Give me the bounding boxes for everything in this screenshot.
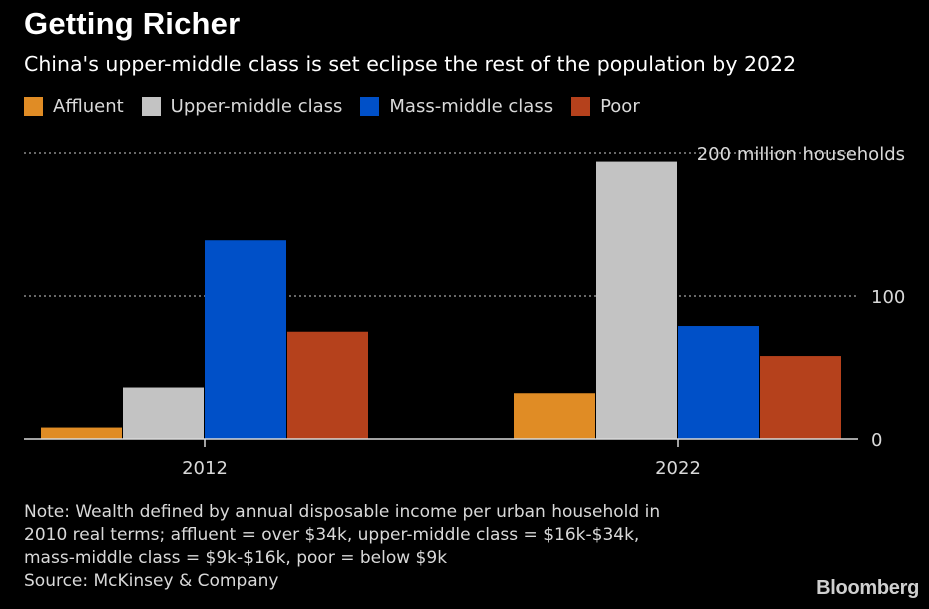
y-tick-label-200: 200 million households	[697, 144, 905, 165]
legend-item-poor: Poor	[571, 96, 640, 117]
legend: Affluent Upper-middle class Mass-middle …	[24, 96, 658, 117]
legend-item-mass-middle: Mass-middle class	[360, 96, 553, 117]
bar-2012-0	[41, 427, 122, 439]
x-tick-label-2022: 2022	[655, 458, 701, 479]
y-tick-label-100: 100	[871, 287, 905, 308]
bar-2012-3	[287, 331, 368, 439]
bar-2022-1	[596, 161, 677, 439]
x-tick-label-2012: 2012	[182, 458, 228, 479]
legend-label-poor: Poor	[600, 96, 640, 117]
legend-label-affluent: Affluent	[53, 96, 124, 117]
chart-title: Getting Richer	[24, 6, 241, 41]
legend-swatch-mass-middle	[360, 97, 380, 116]
source-line: Source: McKinsey & Company	[24, 571, 279, 591]
bar-2012-1	[123, 387, 204, 439]
legend-item-upper-middle: Upper-middle class	[141, 96, 343, 117]
legend-label-mass-middle: Mass-middle class	[389, 96, 554, 117]
bar-chart: 0 100 200 million households 2012 2022	[24, 144, 905, 479]
note-line-3: mass-middle class = $9k-$16k, poor = bel…	[24, 548, 448, 568]
legend-label-upper-middle: Upper-middle class	[170, 96, 343, 117]
y-tick-label-0: 0	[871, 430, 882, 451]
legend-swatch-affluent	[24, 97, 43, 116]
legend-swatch-poor	[571, 97, 591, 116]
legend-item-affluent: Affluent	[24, 96, 124, 117]
bloomberg-logo: Bloomberg	[816, 577, 919, 599]
chart-subtitle: China's upper-middle class is set eclips…	[24, 52, 797, 76]
bar-2022-3	[760, 356, 841, 439]
bar-2012-2	[205, 240, 286, 439]
legend-swatch-upper-middle	[141, 97, 161, 116]
bar-2022-2	[678, 326, 759, 439]
note-line-1: Note: Wealth defined by annual disposabl…	[24, 502, 661, 522]
footnote: Note: Wealth defined by annual disposabl…	[24, 501, 784, 593]
bar-2022-0	[514, 393, 595, 439]
note-line-2: 2010 real terms; affluent = over $34k, u…	[24, 525, 640, 545]
